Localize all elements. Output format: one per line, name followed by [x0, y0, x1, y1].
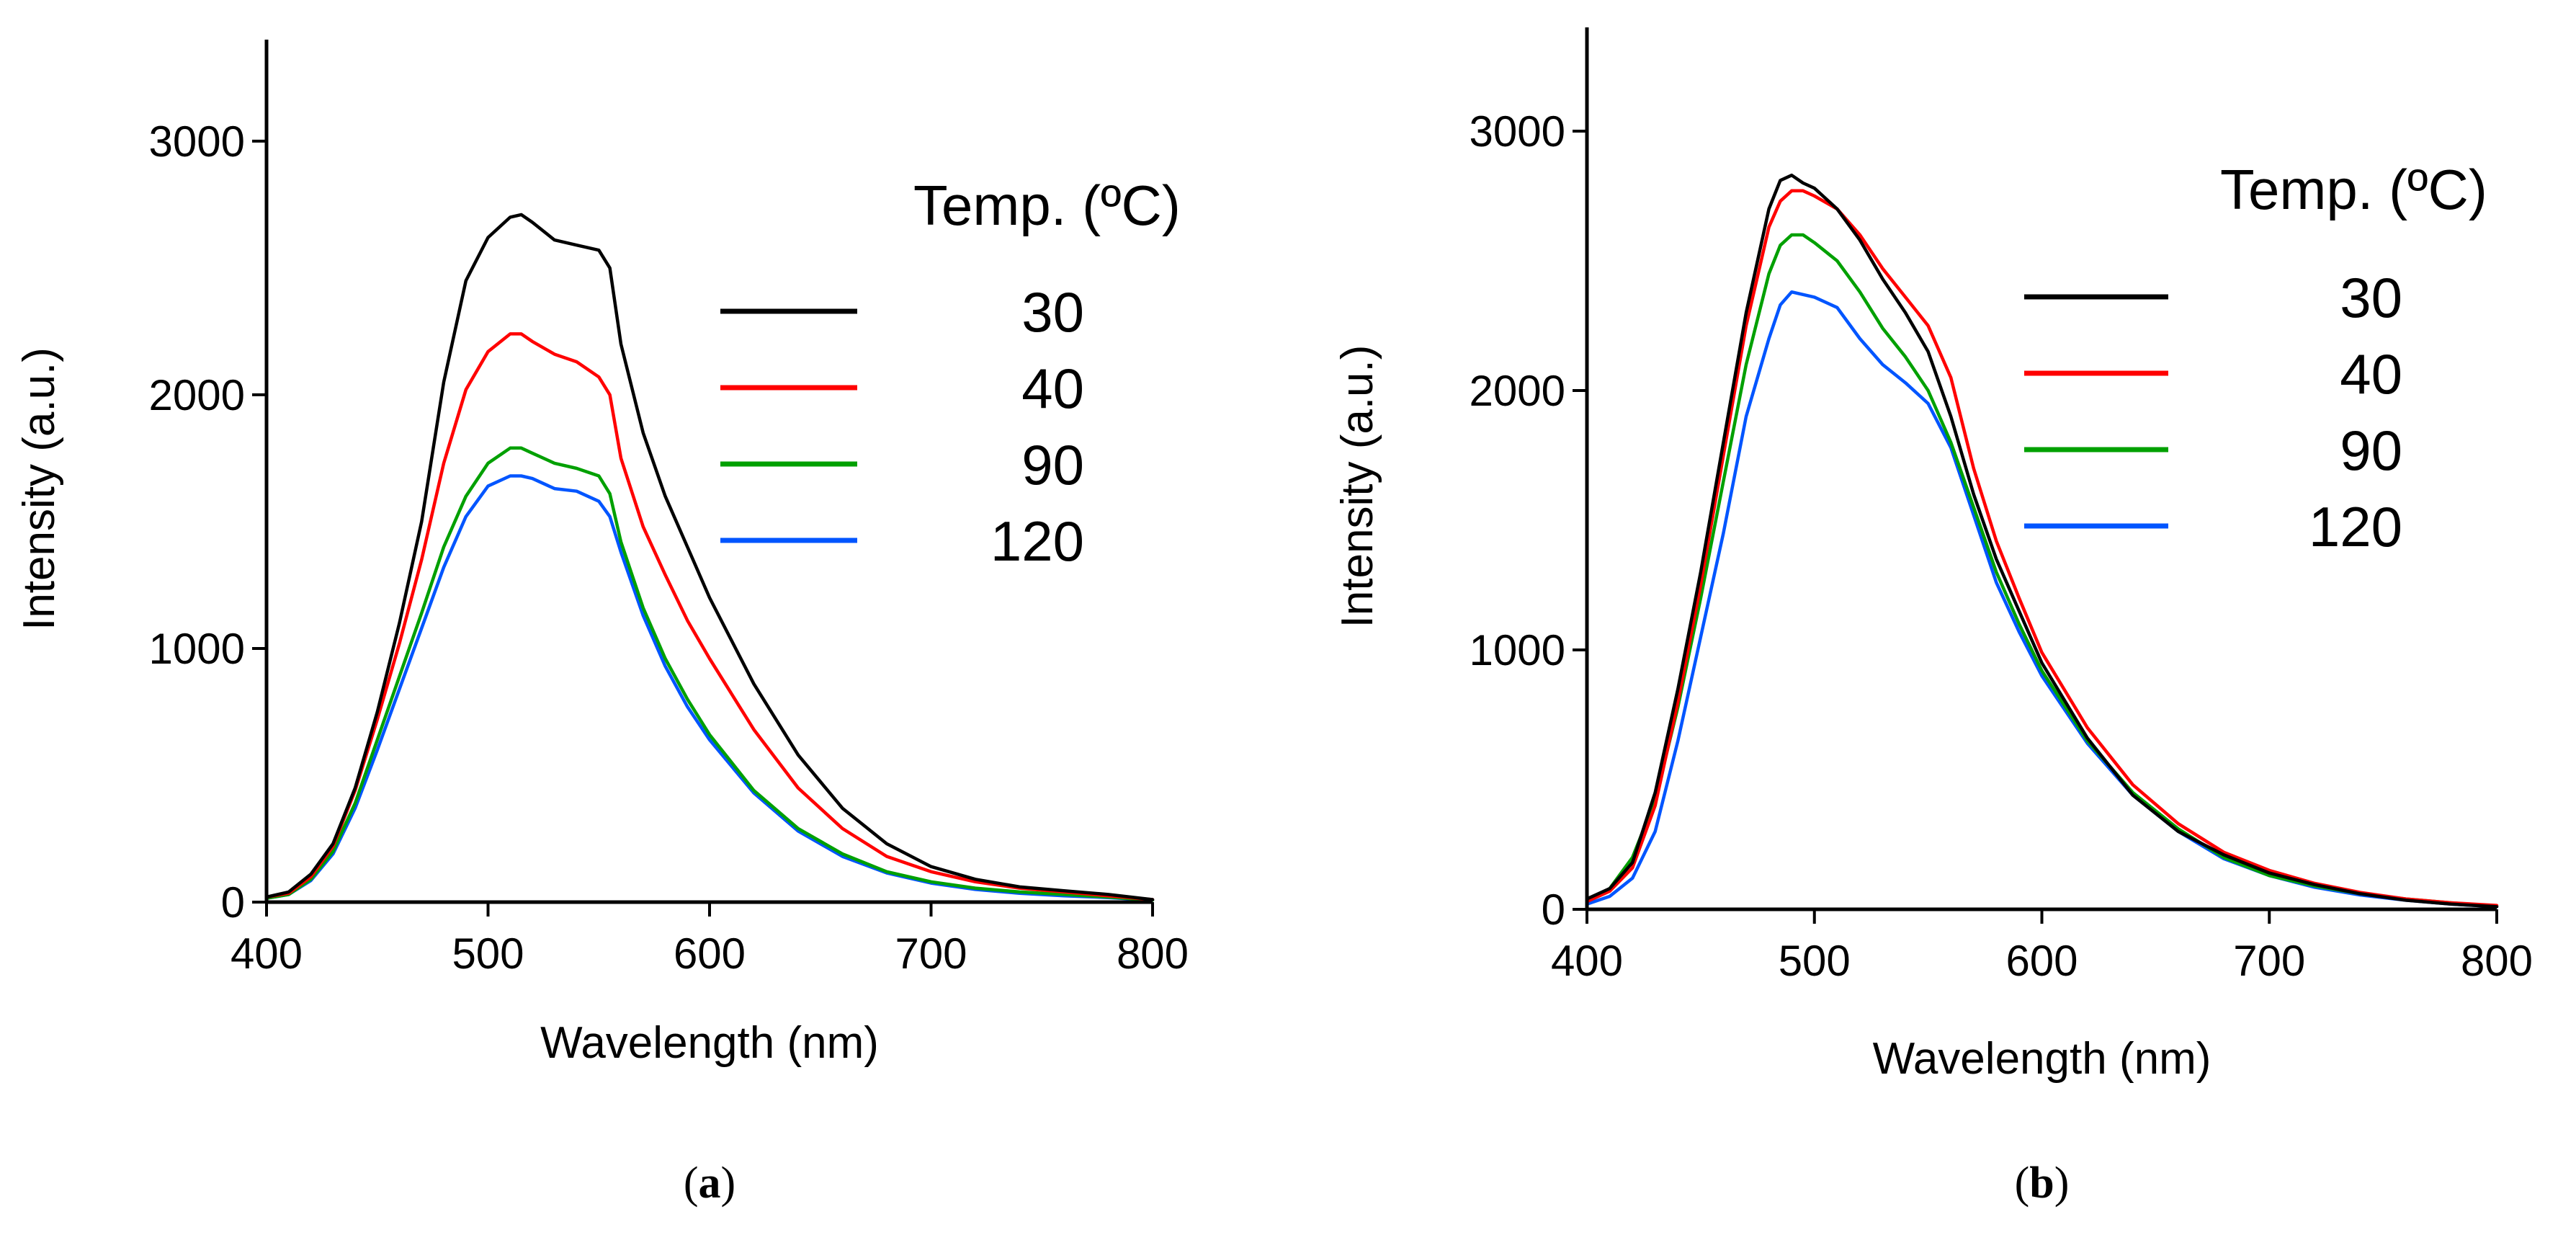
x-tick-label: 600 [674, 929, 746, 978]
series-line-90 [264, 446, 1155, 902]
panel-a: 400 500 600 700 800 0 1000 2000 3000 Wavelength (… [14, 40, 1189, 1208]
y-tick-label: 2000 [1470, 367, 1565, 415]
legend-label-40: 40 [1021, 357, 1084, 420]
panel-label-open: ( [2015, 1159, 2030, 1208]
panel-label-letter: b [2029, 1159, 2054, 1208]
panel-label-close: ) [2054, 1159, 2070, 1208]
panel-label: (b) [2015, 1159, 2070, 1208]
y-tick-label: 1000 [149, 625, 245, 673]
x-tick-label: 400 [1551, 937, 1623, 985]
panel-label: (a) [684, 1159, 735, 1208]
y-tick-label: 0 [1542, 886, 1565, 934]
legend-label-30: 30 [1021, 280, 1084, 344]
panel-label-close: ) [721, 1159, 736, 1208]
y-axis-label: Intensity (a.u.) [1333, 345, 1382, 628]
x-tick-label: 400 [231, 929, 303, 978]
legend-label-120: 120 [990, 509, 1084, 573]
panel-label-letter: a [699, 1159, 721, 1208]
legend-label-90: 90 [1021, 433, 1084, 496]
y-tick-label: 3000 [149, 117, 245, 166]
x-tick-label: 500 [1779, 937, 1851, 985]
legend-label-40: 40 [2340, 342, 2402, 406]
legend-label-30: 30 [2340, 266, 2402, 329]
series-line-30 [1585, 173, 2499, 909]
x-tick-label: 700 [895, 929, 967, 978]
y-tick-label: 3000 [1470, 107, 1565, 156]
x-axis-label: Wavelength (nm) [540, 1018, 879, 1068]
y-tick-label: 2000 [149, 371, 245, 419]
x-tick-label: 800 [1117, 929, 1189, 978]
x-tick-label: 800 [2461, 937, 2533, 985]
y-axis-label: Intensity (a.u.) [14, 347, 64, 630]
y-tick-label: 1000 [1470, 626, 1565, 674]
series-line-30 [264, 213, 1155, 901]
legend-title: Temp. (ºC) [2220, 158, 2487, 221]
x-tick-label: 700 [2233, 937, 2305, 985]
series-line-90 [1585, 233, 2499, 908]
legend-label-90: 90 [2340, 419, 2402, 482]
series-line-40 [1585, 189, 2499, 907]
legend-title: Temp. (ºC) [913, 174, 1181, 237]
x-axis-label: Wavelength (nm) [1873, 1034, 2211, 1084]
x-tick-label: 500 [452, 929, 524, 978]
y-tick-label: 0 [221, 878, 245, 927]
series-line-40 [264, 332, 1155, 901]
panel-label-open: ( [684, 1159, 699, 1208]
x-tick-label: 600 [2005, 937, 2078, 985]
panel-b: 400 500 600 700 800 0 1000 2000 3000 Wavelength (… [1333, 27, 2533, 1208]
legend-label-120: 120 [2309, 495, 2402, 558]
